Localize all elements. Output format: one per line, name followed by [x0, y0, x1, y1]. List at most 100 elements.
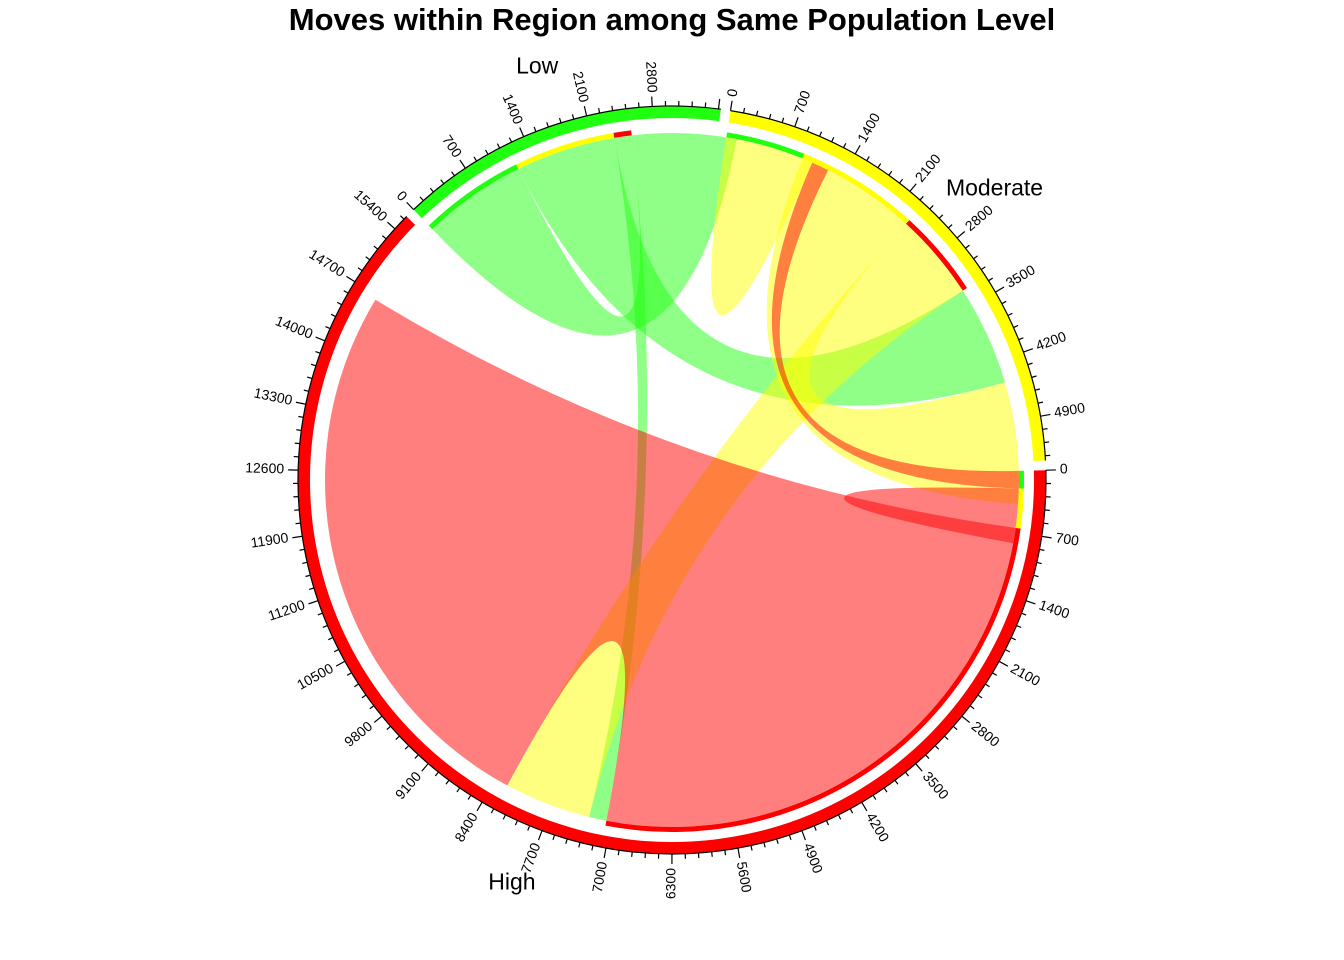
major-tick: [956, 231, 966, 239]
tick-label-high: 8400: [451, 809, 481, 844]
major-tick: [909, 183, 917, 192]
chord-link-moderate-to-high: [507, 223, 963, 817]
minor-tick: [598, 108, 601, 114]
minor-tick: [750, 845, 753, 851]
minor-tick: [866, 156, 870, 161]
major-tick: [1023, 348, 1034, 353]
minor-tick: [1036, 561, 1042, 565]
minor-tick: [330, 313, 336, 318]
flow-track-low-high: [613, 130, 632, 138]
tick-label-high: 9100: [392, 768, 425, 802]
minor-tick: [386, 725, 391, 731]
minor-tick: [419, 196, 424, 202]
tick-label-high: 3500: [920, 768, 953, 802]
tick-label-low: 1400: [500, 92, 527, 127]
minor-tick: [831, 137, 835, 143]
minor-tick: [965, 244, 970, 249]
tick-label-low: 700: [439, 132, 465, 160]
tick-label-high: 10500: [294, 660, 336, 693]
minor-tick: [571, 114, 575, 120]
minor-tick: [969, 705, 975, 710]
axis-line-low: [413, 105, 721, 211]
major-tick: [915, 763, 923, 772]
minor-tick: [310, 363, 317, 367]
flow-track-moderate-low: [726, 132, 805, 159]
minor-tick: [1037, 401, 1044, 404]
minor-tick: [843, 142, 847, 148]
major-tick: [421, 763, 429, 772]
tick-label-high: 11200: [266, 596, 307, 623]
minor-tick: [305, 574, 311, 578]
minor-tick: [1018, 337, 1024, 341]
tick-label-moderate: 3500: [1003, 261, 1038, 291]
sector-label-low: Low: [516, 53, 559, 79]
tick-label-high: 4200: [863, 810, 893, 845]
sector-labels: High Low Moderate: [488, 53, 1043, 895]
major-tick: [854, 144, 861, 155]
flow-track-high-low: [1018, 470, 1024, 489]
minor-tick: [894, 779, 899, 785]
tick-label-low: 0: [394, 187, 411, 204]
minor-tick: [788, 834, 792, 841]
major-tick: [519, 127, 525, 137]
flow-track-low-moderate: [516, 132, 615, 169]
tick-label-high: 1400: [1037, 596, 1072, 621]
minor-tick: [325, 326, 331, 330]
minor-tick: [929, 204, 934, 210]
minor-tick: [485, 149, 489, 155]
minor-tick: [467, 794, 472, 800]
tick-label-high: 14000: [273, 312, 315, 341]
minor-tick: [877, 163, 882, 169]
tick-label-high: 13300: [253, 384, 295, 408]
tick-label-moderate: 4900: [1053, 399, 1087, 420]
minor-tick: [440, 179, 445, 185]
minor-tick: [303, 389, 309, 392]
minor-tick: [617, 850, 620, 856]
minor-tick: [381, 235, 387, 240]
tick-label-high: 2800: [969, 718, 1003, 750]
major-tick: [387, 221, 396, 230]
minor-tick: [546, 122, 549, 128]
flow-track-moderate-moderate: [802, 153, 910, 224]
major-tick: [961, 715, 971, 724]
tick-label-low: 2800: [643, 61, 661, 93]
minor-tick: [899, 178, 904, 184]
minor-tick: [514, 820, 518, 826]
major-tick: [861, 801, 868, 812]
flow-track-low-low: [428, 164, 519, 230]
tick-label-low: 2100: [570, 70, 593, 104]
minor-tick: [1042, 428, 1048, 430]
tick-label-moderate: 1400: [854, 110, 883, 145]
minor-tick: [631, 851, 633, 857]
minor-tick: [905, 771, 910, 777]
minor-tick: [434, 771, 439, 777]
major-tick: [406, 201, 415, 211]
major-tick: [295, 401, 306, 405]
minor-tick: [346, 672, 352, 676]
major-tick: [476, 801, 483, 812]
minor-tick: [985, 683, 990, 688]
minor-tick: [565, 838, 568, 844]
minor-tick: [473, 156, 478, 162]
minor-tick: [591, 845, 594, 851]
tick-label-high: 5600: [734, 860, 755, 894]
minor-tick: [445, 779, 450, 785]
major-tick: [1025, 600, 1036, 605]
minor-tick: [322, 624, 328, 628]
minor-tick: [414, 754, 419, 759]
minor-tick: [938, 214, 944, 219]
minor-tick: [315, 350, 321, 354]
sector-label-moderate: Moderate: [946, 175, 1043, 201]
chord-link-moderate-to-low: [711, 137, 813, 316]
minor-tick: [883, 787, 888, 793]
minor-tick: [1044, 441, 1050, 444]
major-tick: [1040, 413, 1051, 417]
minor-tick: [755, 110, 759, 116]
minor-tick: [302, 561, 308, 565]
minor-tick: [354, 683, 359, 688]
major-tick: [998, 660, 1009, 667]
minor-tick: [404, 745, 410, 750]
minor-tick: [988, 277, 994, 282]
minor-tick: [343, 290, 349, 294]
